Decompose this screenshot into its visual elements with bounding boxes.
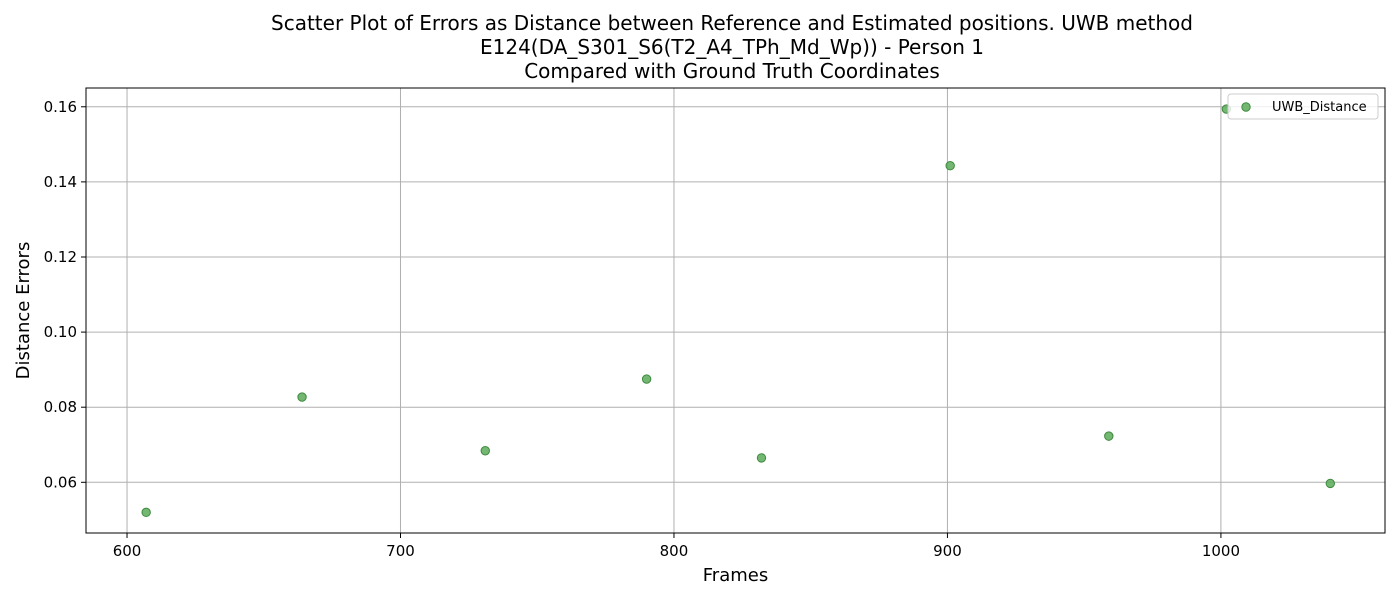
y-axis-label: Distance Errors	[13, 242, 34, 380]
data-point	[756, 453, 767, 463]
x-tick-label: 800	[660, 542, 689, 560]
plot-frame	[85, 87, 1386, 534]
data-point	[480, 446, 490, 456]
y-tick-label: 0.12	[44, 248, 77, 266]
legend: UWB_Distance	[1227, 93, 1379, 120]
x-tick-label: 1000	[1202, 542, 1240, 560]
x-axis-label: Frames	[703, 565, 768, 586]
plot-border	[85, 87, 1386, 534]
data-point	[945, 161, 955, 171]
chart-title-line: Scatter Plot of Errors as Distance betwe…	[271, 11, 1193, 35]
chart-title-line: Compared with Ground Truth Coordinates	[524, 59, 940, 83]
y-tick-label: 0.06	[44, 473, 77, 491]
y-tick-label: 0.16	[44, 98, 77, 116]
data-points	[141, 104, 1336, 518]
data-point	[1104, 431, 1114, 441]
x-tick-label: 900	[933, 542, 962, 560]
chart-title: Scatter Plot of Errors as Distance betwe…	[271, 11, 1193, 83]
y-tick-label: 0.10	[44, 323, 77, 341]
legend-label: UWB_Distance	[1272, 100, 1367, 115]
data-point	[141, 507, 151, 518]
grid-lines	[86, 88, 1385, 533]
data-point	[297, 392, 307, 402]
x-tick-label: 700	[386, 542, 415, 560]
y-tick-label: 0.14	[44, 173, 77, 191]
chart-title-line: E124(DA_S301_S6(T2_A4_TPh_Md_Wp)) - Pers…	[480, 35, 984, 59]
y-tick-label: 0.08	[44, 398, 77, 416]
x-tick-label: 600	[113, 542, 142, 560]
legend-box	[1227, 93, 1379, 120]
data-point	[1325, 478, 1336, 489]
x-axis-ticks: 600 700 800 900 1000	[113, 533, 1240, 560]
y-axis-ticks: 0.06 0.08 0.10 0.12 0.14 0.16	[44, 98, 86, 491]
data-point	[641, 374, 652, 384]
legend-marker	[1241, 102, 1251, 112]
